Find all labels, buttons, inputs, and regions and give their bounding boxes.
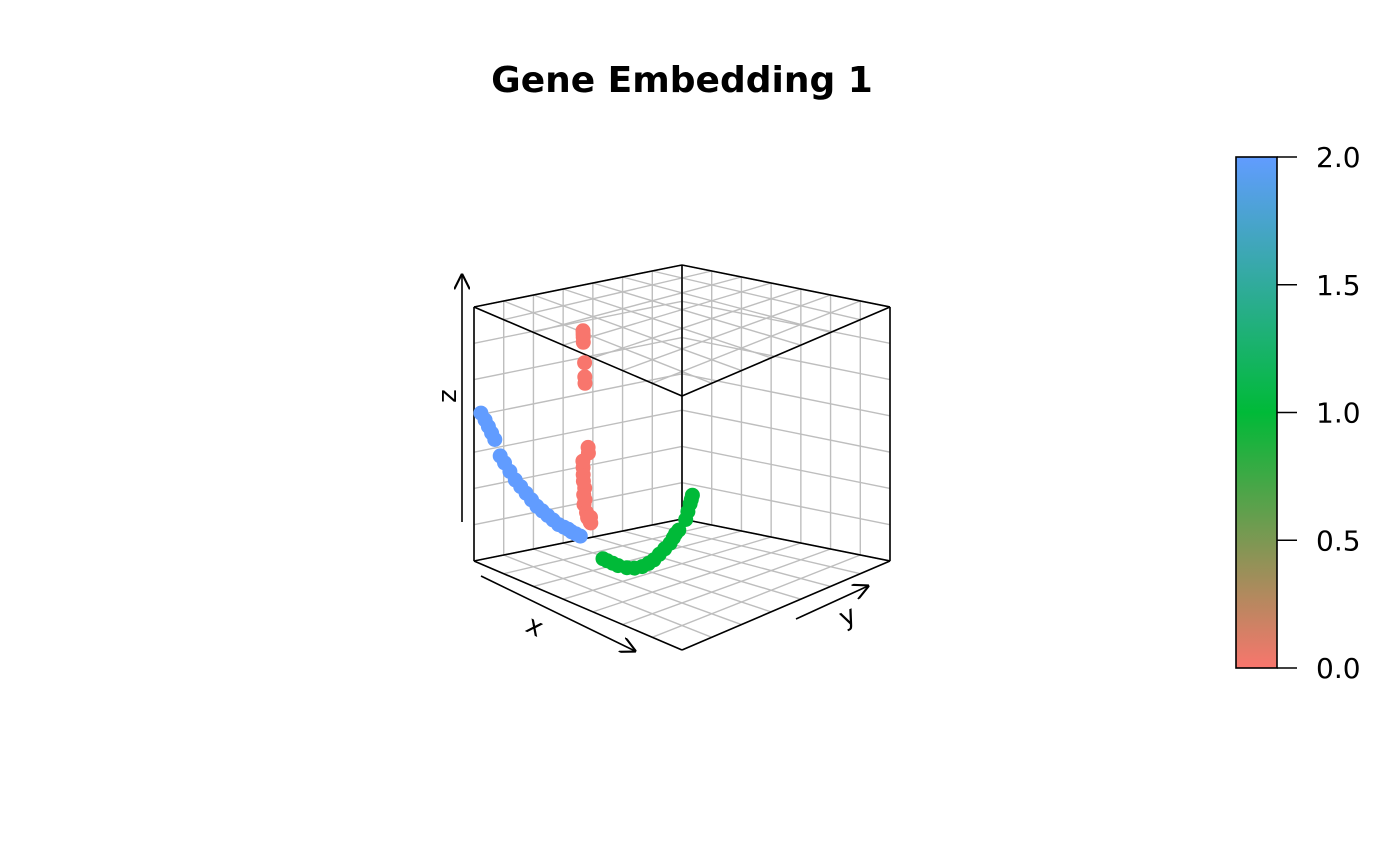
- data-point: [671, 522, 687, 538]
- top-grid-line: [652, 270, 861, 321]
- floor-grid-line: [503, 554, 712, 638]
- right-wall-grid-line: [681, 445, 891, 490]
- top-grid-line: [562, 282, 772, 346]
- floor-grid-line: [592, 536, 802, 600]
- box-edge: [473, 560, 683, 651]
- top-grid-line: [622, 294, 831, 372]
- left-wall-grid-line: [473, 300, 683, 344]
- floor-grid-line: [652, 524, 861, 575]
- data-point: [580, 510, 596, 526]
- floor-grid-line: [592, 542, 802, 613]
- colorbar-tick-label: 1.0: [1316, 397, 1361, 430]
- z-axis-label: z: [433, 389, 463, 403]
- top-grid-line: [503, 300, 712, 384]
- right-wall-grid-line: [681, 409, 891, 453]
- right-wall-grid-line: [681, 373, 891, 417]
- top-grid-line: [652, 300, 861, 384]
- left-wall-grid-line: [473, 409, 683, 453]
- data-point: [580, 439, 596, 455]
- data-point: [575, 323, 591, 339]
- top-grid-line: [592, 282, 802, 346]
- top-grid-line: [622, 276, 831, 334]
- box-edge: [473, 264, 683, 308]
- chart-title: Gene Embedding 1: [491, 60, 873, 101]
- top-grid-line: [533, 294, 742, 372]
- floor-grid-line: [533, 548, 742, 626]
- colorbar-tick-label: 2.0: [1316, 141, 1361, 174]
- box-edge: [681, 560, 891, 651]
- left-wall-grid-line: [473, 373, 683, 417]
- floor-grid-line: [652, 554, 861, 638]
- colorbar-tick-label: 1.5: [1316, 269, 1361, 302]
- box-edge: [681, 264, 891, 308]
- box-edge: [681, 306, 891, 397]
- data-point: [577, 369, 593, 385]
- data-point: [684, 487, 700, 503]
- right-wall-grid-line: [681, 482, 891, 526]
- data-point: [487, 432, 503, 447]
- floor-grid-line: [622, 530, 831, 588]
- top-grid-line: [562, 288, 772, 359]
- y-axis-arrow: [795, 586, 868, 620]
- top-grid-line: [503, 270, 712, 321]
- floor-grid-line: [562, 536, 772, 600]
- box-edge: [473, 306, 683, 397]
- plot-box: [473, 264, 891, 651]
- left-wall-grid-line: [473, 336, 683, 381]
- floor-grid-line: [622, 548, 831, 626]
- colorbar-gradient: [1235, 156, 1278, 669]
- colorbar-tick-label: 0.0: [1316, 652, 1361, 685]
- data-points: [473, 323, 700, 576]
- right-wall-grid-line: [681, 300, 891, 344]
- top-grid-line: [592, 288, 802, 359]
- top-grid-line: [533, 276, 742, 334]
- x-axis-label: x: [521, 610, 548, 644]
- right-wall-grid-line: [681, 336, 891, 381]
- data-point: [577, 355, 593, 371]
- y-axis-label: y: [835, 600, 861, 634]
- x-axis-arrow: [480, 575, 635, 651]
- data-point: [572, 528, 588, 544]
- box-edge: [681, 518, 891, 562]
- colorbar: 0.0 0.5 1.0 1.5 2.0: [1235, 141, 1361, 685]
- colorbar-tick-label: 0.5: [1316, 524, 1361, 557]
- floor-grid-line: [533, 530, 742, 588]
